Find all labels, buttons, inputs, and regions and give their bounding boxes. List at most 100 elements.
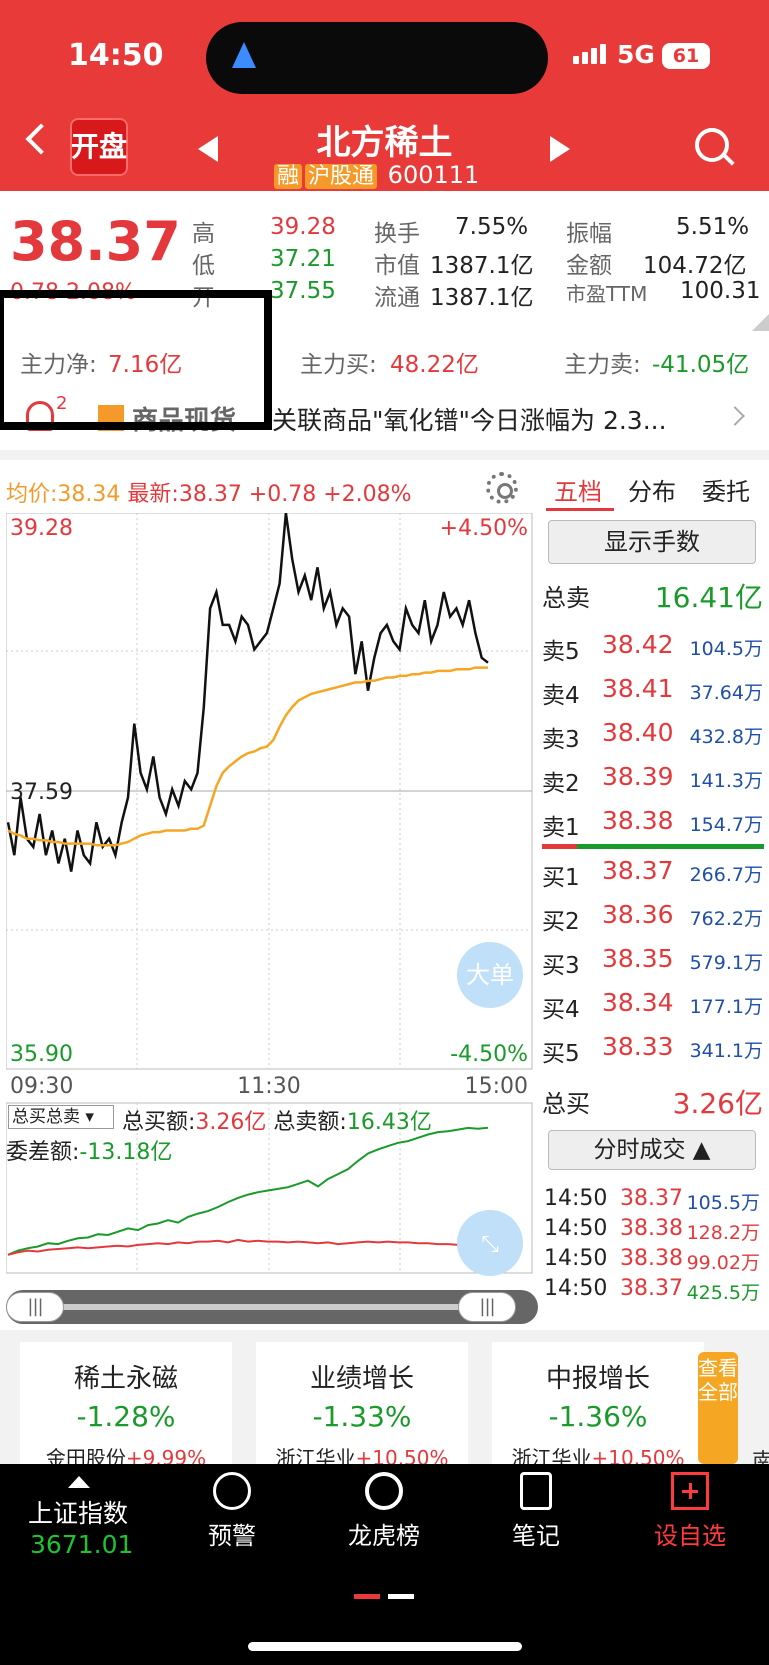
nav-alert[interactable]: 预警 bbox=[192, 1472, 272, 1551]
buy-amount: 3.26亿 bbox=[195, 1110, 267, 1135]
tab-distribution[interactable]: 分布 bbox=[628, 478, 676, 506]
bid-row[interactable]: 买1 38.37 266.7万 bbox=[540, 852, 769, 892]
buy-value: 48.22亿 bbox=[390, 352, 479, 378]
open-value: 37.55 bbox=[270, 278, 336, 304]
trade-time: 14:50 bbox=[544, 1216, 608, 1241]
time-trades-button[interactable]: 分时成交 ▲ bbox=[548, 1130, 756, 1170]
avg-price-line bbox=[7, 666, 488, 847]
ask-row[interactable]: 卖5 38.42 104.5万 bbox=[540, 626, 769, 666]
tab-five-level[interactable]: 五档 bbox=[554, 478, 602, 506]
total-sell-row: 总卖 16.41亿 bbox=[540, 574, 769, 614]
nav-alert-label: 预警 bbox=[208, 1522, 256, 1550]
bid-price: 38.37 bbox=[602, 856, 674, 885]
chevron-right-icon[interactable] bbox=[725, 406, 745, 426]
bell-badge: 2 bbox=[56, 393, 68, 414]
sector-card[interactable]: 业绩增长 -1.33% 浙江华业+10.50% bbox=[256, 1342, 468, 1470]
ask-volume: 37.64万 bbox=[689, 682, 763, 704]
card-name: 中报增长 bbox=[545, 1364, 650, 1394]
order-book-panel: 五档 分布 委托 显示手数 总卖 16.41亿 卖5 38.42 104.5万 卖4… bbox=[540, 460, 769, 1314]
sub-chart-selector[interactable]: 总买总卖 ▾ bbox=[8, 1105, 114, 1129]
nav-rank[interactable]: 龙虎榜 bbox=[344, 1472, 424, 1551]
bid-row[interactable]: 买4 38.34 177.1万 bbox=[540, 984, 769, 1024]
news-category: 商品现货 bbox=[132, 406, 237, 436]
card-pct: -1.33% bbox=[312, 1400, 412, 1433]
turnover-label: 换手 bbox=[374, 221, 420, 247]
caret-up-icon[interactable] bbox=[68, 1476, 90, 1488]
ask-row[interactable]: 卖4 38.41 37.64万 bbox=[540, 670, 769, 710]
expand-corner-icon[interactable] bbox=[752, 314, 769, 331]
trade-row: 14:50 38.37 425.5万 bbox=[544, 1276, 764, 1304]
nav-rank-label: 龙虎榜 bbox=[348, 1522, 420, 1550]
intraday-chart[interactable]: 39.28 37.59 35.90 +4.50% -4.50% 大单 09:30… bbox=[6, 513, 538, 1288]
bid-label: 买4 bbox=[542, 997, 580, 1023]
trades-list[interactable]: 14:50 38.37 105.5万 14:50 38.38 128.2万 14:50 3… bbox=[540, 1174, 769, 1304]
card-pct: -1.28% bbox=[76, 1400, 176, 1433]
news-text[interactable]: 关联商品"氧化镨"今日涨幅为 2.3... bbox=[272, 406, 667, 435]
plus-icon bbox=[671, 1472, 709, 1510]
dynamic-island bbox=[206, 22, 548, 94]
prev-stock-icon[interactable] bbox=[198, 136, 218, 162]
bid-volume: 341.1万 bbox=[689, 1040, 763, 1062]
avg-value: 38.34 bbox=[57, 482, 121, 507]
x-tick-0: 09:30 bbox=[10, 1074, 73, 1099]
ask-volume: 104.5万 bbox=[689, 638, 763, 660]
bid-price: 38.33 bbox=[602, 1032, 674, 1061]
bid-row[interactable]: 买2 38.36 762.2万 bbox=[540, 896, 769, 936]
time-trades-label: 分时成交 bbox=[593, 1137, 686, 1163]
battery-icon: 61 bbox=[662, 43, 710, 69]
nav-note-label: 笔记 bbox=[512, 1522, 560, 1550]
big-order-button bbox=[457, 942, 523, 1008]
bid-row[interactable]: 买5 38.33 341.1万 bbox=[540, 1028, 769, 1068]
search-icon[interactable] bbox=[695, 128, 729, 162]
sector-card[interactable]: 中报增长 -1.36% 浙江华业+10.50% bbox=[492, 1342, 704, 1470]
trade-price: 38.37 bbox=[620, 1276, 683, 1301]
card-pct: -1.36% bbox=[548, 1400, 648, 1433]
last-price: 38.37 bbox=[10, 210, 181, 273]
trade-volume: 425.5万 bbox=[686, 1282, 760, 1304]
show-lots-button[interactable]: 显示手数 bbox=[548, 520, 756, 564]
slider-handle-left[interactable]: ||| bbox=[6, 1292, 64, 1322]
ask-row[interactable]: 卖2 38.39 141.3万 bbox=[540, 758, 769, 798]
total-buy-value: 3.26亿 bbox=[672, 1087, 763, 1120]
main-funds-row: 主力净: 7.16亿 主力买: 48.22亿 主力卖: -41.05亿 bbox=[0, 333, 769, 383]
sell-value: -41.05亿 bbox=[652, 352, 750, 378]
news-ticker[interactable]: 2 商品现货 关联商品"氧化镨"今日涨幅为 2.3... bbox=[0, 393, 769, 445]
ask-price: 38.39 bbox=[602, 762, 674, 791]
bid-volume: 762.2万 bbox=[689, 908, 763, 930]
open-market-button[interactable]: 开盘 bbox=[70, 118, 128, 176]
sector-card[interactable]: 稀土永磁 -1.28% 金田股份+9.99% bbox=[20, 1342, 232, 1470]
ask-label: 卖1 bbox=[542, 815, 580, 841]
ask-label: 卖2 bbox=[542, 771, 580, 797]
ask-row[interactable]: 卖3 38.40 432.8万 bbox=[540, 714, 769, 754]
x-tick-1: 11:30 bbox=[237, 1074, 300, 1099]
ask-volume: 432.8万 bbox=[689, 726, 763, 748]
price-line bbox=[6, 513, 489, 872]
nav-add-watchlist[interactable]: 设自选 bbox=[650, 1472, 730, 1551]
next-stock-icon[interactable] bbox=[550, 136, 570, 162]
tab-orders[interactable]: 委托 bbox=[702, 478, 750, 506]
ask-row[interactable]: 卖1 38.38 154.7万 bbox=[540, 802, 769, 842]
pct-top-label: +4.50% bbox=[440, 516, 528, 541]
ask-volume: 154.7万 bbox=[689, 814, 763, 836]
buy-label: 主力买: bbox=[300, 352, 377, 378]
high-value: 39.28 bbox=[270, 214, 336, 240]
bid-row[interactable]: 买3 38.35 579.1万 bbox=[540, 940, 769, 980]
avg-label: 均价: bbox=[6, 482, 58, 507]
index-name[interactable]: 上证指数 bbox=[28, 1499, 129, 1528]
gear-icon[interactable] bbox=[486, 472, 518, 504]
latest-value: 38.37 +0.78 +2.08% bbox=[178, 482, 412, 507]
amplitude-label: 振幅 bbox=[566, 221, 612, 247]
connect-tag: 沪股通 bbox=[305, 164, 378, 189]
trade-row: 14:50 38.38 128.2万 bbox=[544, 1216, 764, 1246]
big-order-label: 大单 bbox=[466, 961, 514, 989]
nav-note[interactable]: 笔记 bbox=[496, 1472, 576, 1551]
time-range-slider[interactable]: ||| ||| bbox=[6, 1290, 538, 1324]
chart-header: 均价:38.34 最新:38.37 +0.78 +2.08% bbox=[6, 476, 412, 508]
pe-label: 市盈TTM bbox=[566, 282, 648, 306]
card-name: 业绩增长 bbox=[309, 1364, 414, 1394]
see-all-button[interactable]: 查看全部 bbox=[698, 1352, 738, 1464]
slider-handle-right[interactable]: ||| bbox=[458, 1292, 516, 1322]
sub-chart-info: 总买额:3.26亿 总卖额:16.43亿 bbox=[122, 1104, 432, 1136]
trade-price: 38.37 bbox=[620, 1186, 683, 1211]
trade-price: 38.38 bbox=[620, 1246, 683, 1271]
